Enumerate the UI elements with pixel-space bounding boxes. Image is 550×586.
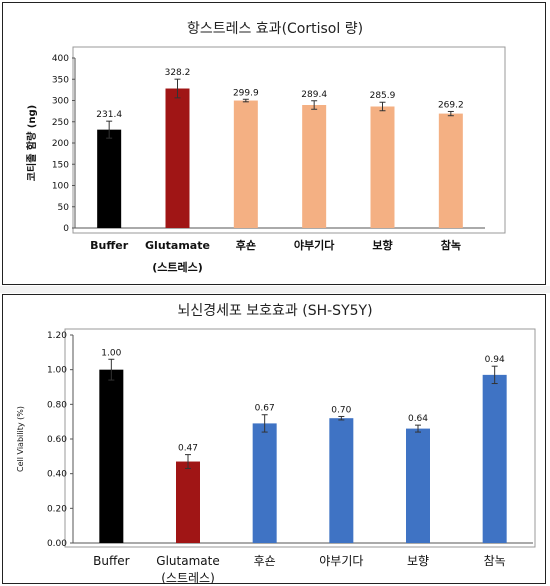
- plot-area-frame: [72, 46, 506, 234]
- category-sublabel: (스트레스): [152, 260, 203, 274]
- category-sublabel: (스트레스): [161, 571, 215, 585]
- y-tick-label: 0: [63, 224, 69, 234]
- bar-2: [176, 461, 200, 543]
- y-axis-title: Cell Viability (%): [16, 406, 25, 472]
- cortisol-chart-svg: 항스트레스 효과(Cortisol 량) 0 50 100 150 200 250 300 35…: [25, 21, 506, 274]
- plot-area-frame: [64, 328, 536, 548]
- category-label: 보향: [407, 554, 429, 568]
- bar-3: [233, 100, 258, 228]
- y-tick-label: 100: [52, 182, 69, 192]
- bar-5: [370, 106, 395, 228]
- y-tick-label: 0.20: [47, 504, 67, 514]
- y-tick-label: 350: [52, 75, 69, 85]
- chart-panel-neuroprotection: 뇌신경세포 보호효과 (SH-SY5Y) 0.00 0.20 0.40 0.60 0.80…: [2, 294, 546, 585]
- y-tick-label: 200: [52, 139, 69, 149]
- data-label: 289.4: [301, 90, 327, 100]
- bar-1: [99, 369, 124, 543]
- chart-panel-cortisol: 항스트레스 효과(Cortisol 량) 0 50 100 150 200 250 300 35…: [2, 2, 546, 285]
- data-label: 269.2: [438, 100, 464, 110]
- y-tick-label: 400: [52, 54, 69, 64]
- data-label: 0.67: [255, 404, 275, 414]
- y-tick-label: 1.00: [47, 366, 67, 376]
- bar-1: [97, 129, 122, 228]
- category-label: 참녹: [441, 238, 461, 252]
- data-label: 1.00: [101, 348, 121, 358]
- data-label: 231.4: [96, 110, 122, 120]
- bar-4: [302, 105, 327, 228]
- category-label: 참녹: [484, 554, 506, 568]
- y-axis-title: 코티졸 함량 (ng): [25, 105, 38, 181]
- category-label: 후숀: [254, 554, 276, 568]
- y-tick-label: 0.40: [47, 470, 67, 480]
- bar-5: [406, 428, 430, 543]
- chart-title: 항스트레스 효과(Cortisol 량): [187, 21, 363, 37]
- y-tick-label: 1.20: [47, 331, 67, 341]
- data-label: 0.70: [331, 405, 351, 415]
- category-label: 야부기다: [319, 554, 363, 568]
- data-label: 328.2: [165, 68, 191, 78]
- panel-divider: [0, 286, 550, 293]
- data-label: 0.64: [408, 414, 428, 424]
- y-tick-label: 0.60: [47, 435, 67, 445]
- chart-title: 뇌신경세포 보호효과 (SH-SY5Y): [177, 303, 372, 319]
- category-label: Glutamate: [156, 554, 219, 568]
- bar-3: [252, 423, 277, 543]
- data-label: 0.94: [485, 355, 505, 365]
- bar-6: [482, 374, 507, 543]
- category-label: 후숀: [236, 238, 256, 252]
- y-tick-label: 150: [52, 160, 69, 170]
- category-label: Buffer: [90, 239, 129, 252]
- bar-6: [438, 113, 463, 228]
- bar-2: [165, 88, 190, 228]
- neuroprotection-chart-svg: 뇌신경세포 보호효과 (SH-SY5Y) 0.00 0.20 0.40 0.60 0.80…: [16, 303, 536, 585]
- category-label: 야부기다: [294, 238, 335, 252]
- y-tick-label: 0.80: [47, 400, 67, 410]
- y-tick-label: 250: [52, 118, 69, 128]
- y-tick-label: 0.00: [47, 539, 67, 549]
- category-label: Buffer: [93, 554, 129, 568]
- category-label: 보향: [372, 238, 392, 252]
- category-label: Glutamate: [145, 239, 210, 252]
- data-label: 285.9: [370, 91, 396, 101]
- data-label: 0.47: [178, 444, 198, 454]
- y-tick-label: 50: [58, 203, 70, 213]
- y-tick-label: 300: [52, 97, 69, 107]
- bar-4: [329, 418, 354, 543]
- data-label: 299.9: [233, 88, 259, 98]
